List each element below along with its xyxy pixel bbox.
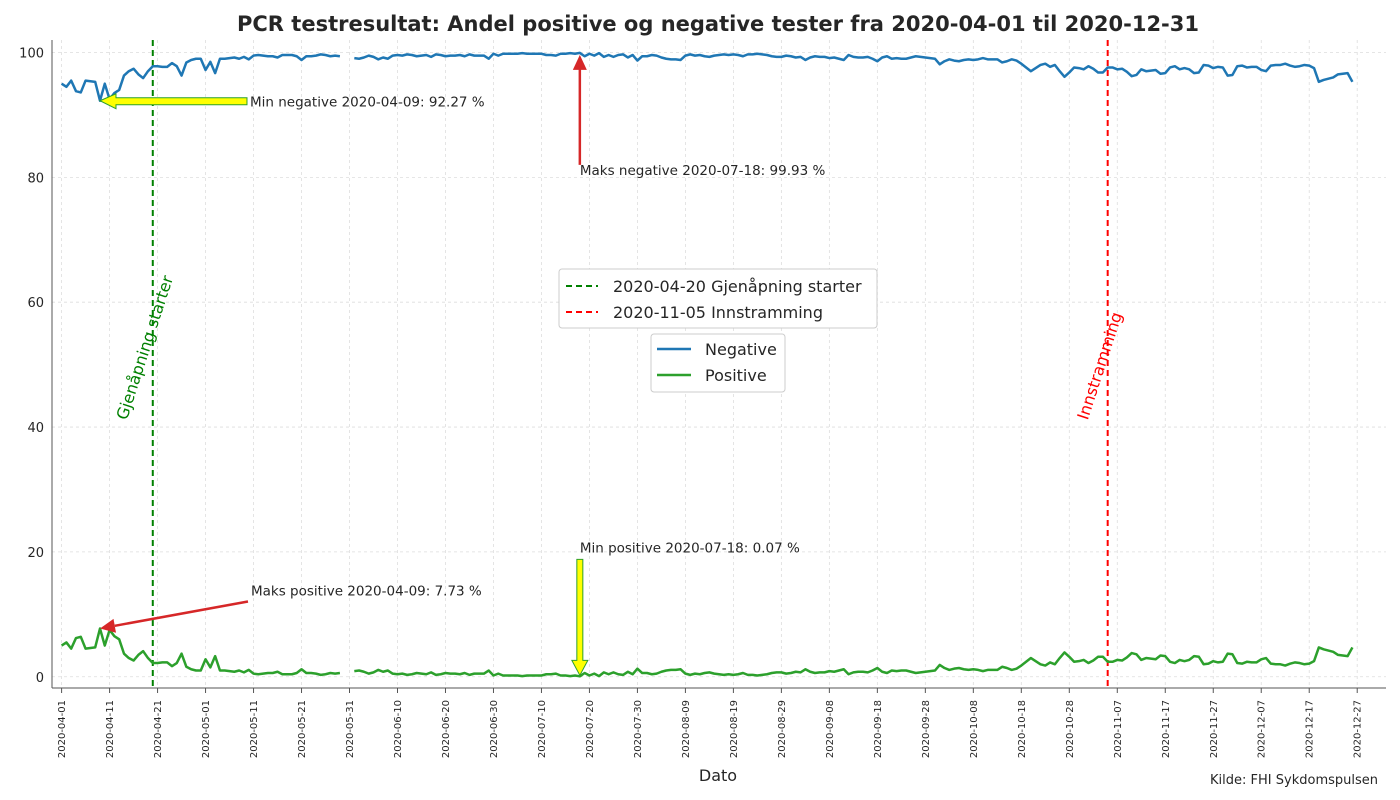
source-note: Kilde: FHI Sykdomspulsen [1210,773,1378,788]
legend-label-negative: Negative [705,340,777,359]
x-tick-label: 2020-07-30 [633,700,644,758]
x-tick-label: 2020-08-09 [681,700,692,758]
x-axis-label: Dato [699,766,737,785]
y-tick-label: 20 [27,546,44,561]
legend-events: 2020-04-20 Gjenåpning starter 2020-11-05… [558,268,878,329]
x-tick-label: 2020-04-01 [57,700,68,758]
x-tick-label: 2020-09-18 [873,700,884,758]
x-tick-label: 2020-04-21 [153,700,164,758]
annotation-shaft-max-positive [114,600,249,628]
legend-events-frame [558,268,878,329]
annotations: Min negative 2020-04-09: 92.27 % Maks neg… [98,54,826,677]
y-tick-label: 40 [27,421,44,436]
annotation-text-max-negative: Maks negative 2020-07-18: 99.93 % [580,163,826,179]
x-tick-label: 2020-08-29 [777,700,788,758]
grid-lines [52,40,1386,688]
chart-title: PCR testresultat: Andel positive og nega… [237,12,1199,36]
annotation-arrowhead-max-negative [572,54,587,70]
series-lines [60,51,1354,678]
tick-labels: 0 20 40 60 80 100 2020-04-01 2020-04-11 2020-04-… [19,46,1364,758]
x-tick-label: 2020-12-17 [1305,700,1316,758]
series-line-negative [60,51,1354,102]
x-tick-label: 2020-07-10 [537,700,548,758]
annotation-text-min-negative: Min negative 2020-04-09: 92.27 % [250,95,485,111]
legend-series: Negative Positive [650,333,786,393]
y-tick-label: 60 [27,296,44,311]
x-tick-label: 2020-10-28 [1065,700,1076,758]
annotation-text-max-positive: Maks positive 2020-04-09: 7.73 % [251,584,482,600]
y-tick-label: 100 [19,46,44,61]
x-tick-label: 2020-10-08 [969,700,980,758]
x-tick-label: 2020-06-30 [489,700,500,758]
y-tick-label: 80 [27,171,44,186]
x-tick-label: 2020-12-27 [1353,700,1364,758]
legend-label-innstramming: 2020-11-05 Innstramming [613,303,823,322]
x-tick-label: 2020-11-27 [1209,700,1220,758]
legend-label-positive: Positive [705,366,767,385]
x-tick-label: 2020-07-20 [585,700,596,758]
x-tick-label: 2020-08-19 [729,700,740,758]
axes [51,40,1386,693]
x-tick-label: 2020-05-11 [249,700,260,758]
x-tick-label: 2020-09-08 [825,700,836,758]
y-tick-label: 0 [36,671,44,686]
x-tick-label: 2020-09-28 [921,700,932,758]
x-tick-label: 2020-05-31 [345,700,356,758]
x-tick-label: 2020-11-07 [1113,700,1124,758]
series-line-positive [60,627,1354,678]
x-tick-label: 2020-06-20 [441,700,452,758]
annotation-arrow-min-negative [98,92,248,110]
x-tick-label: 2020-05-01 [201,700,212,758]
legend-label-gjenapning: 2020-04-20 Gjenåpning starter [613,277,862,296]
x-tick-label: 2020-06-10 [393,700,404,758]
x-tick-label: 2020-05-21 [297,700,308,758]
x-tick-label: 2020-12-07 [1257,700,1268,758]
x-tick-label: 2020-11-17 [1161,700,1172,758]
annotation-arrowhead-max-positive [100,618,116,633]
annotation-arrow-min-positive [571,558,589,677]
x-tick-label: 2020-04-11 [105,700,116,758]
x-tick-label: 2020-10-18 [1017,700,1028,758]
annotation-text-min-positive: Min positive 2020-07-18: 0.07 % [580,540,800,556]
